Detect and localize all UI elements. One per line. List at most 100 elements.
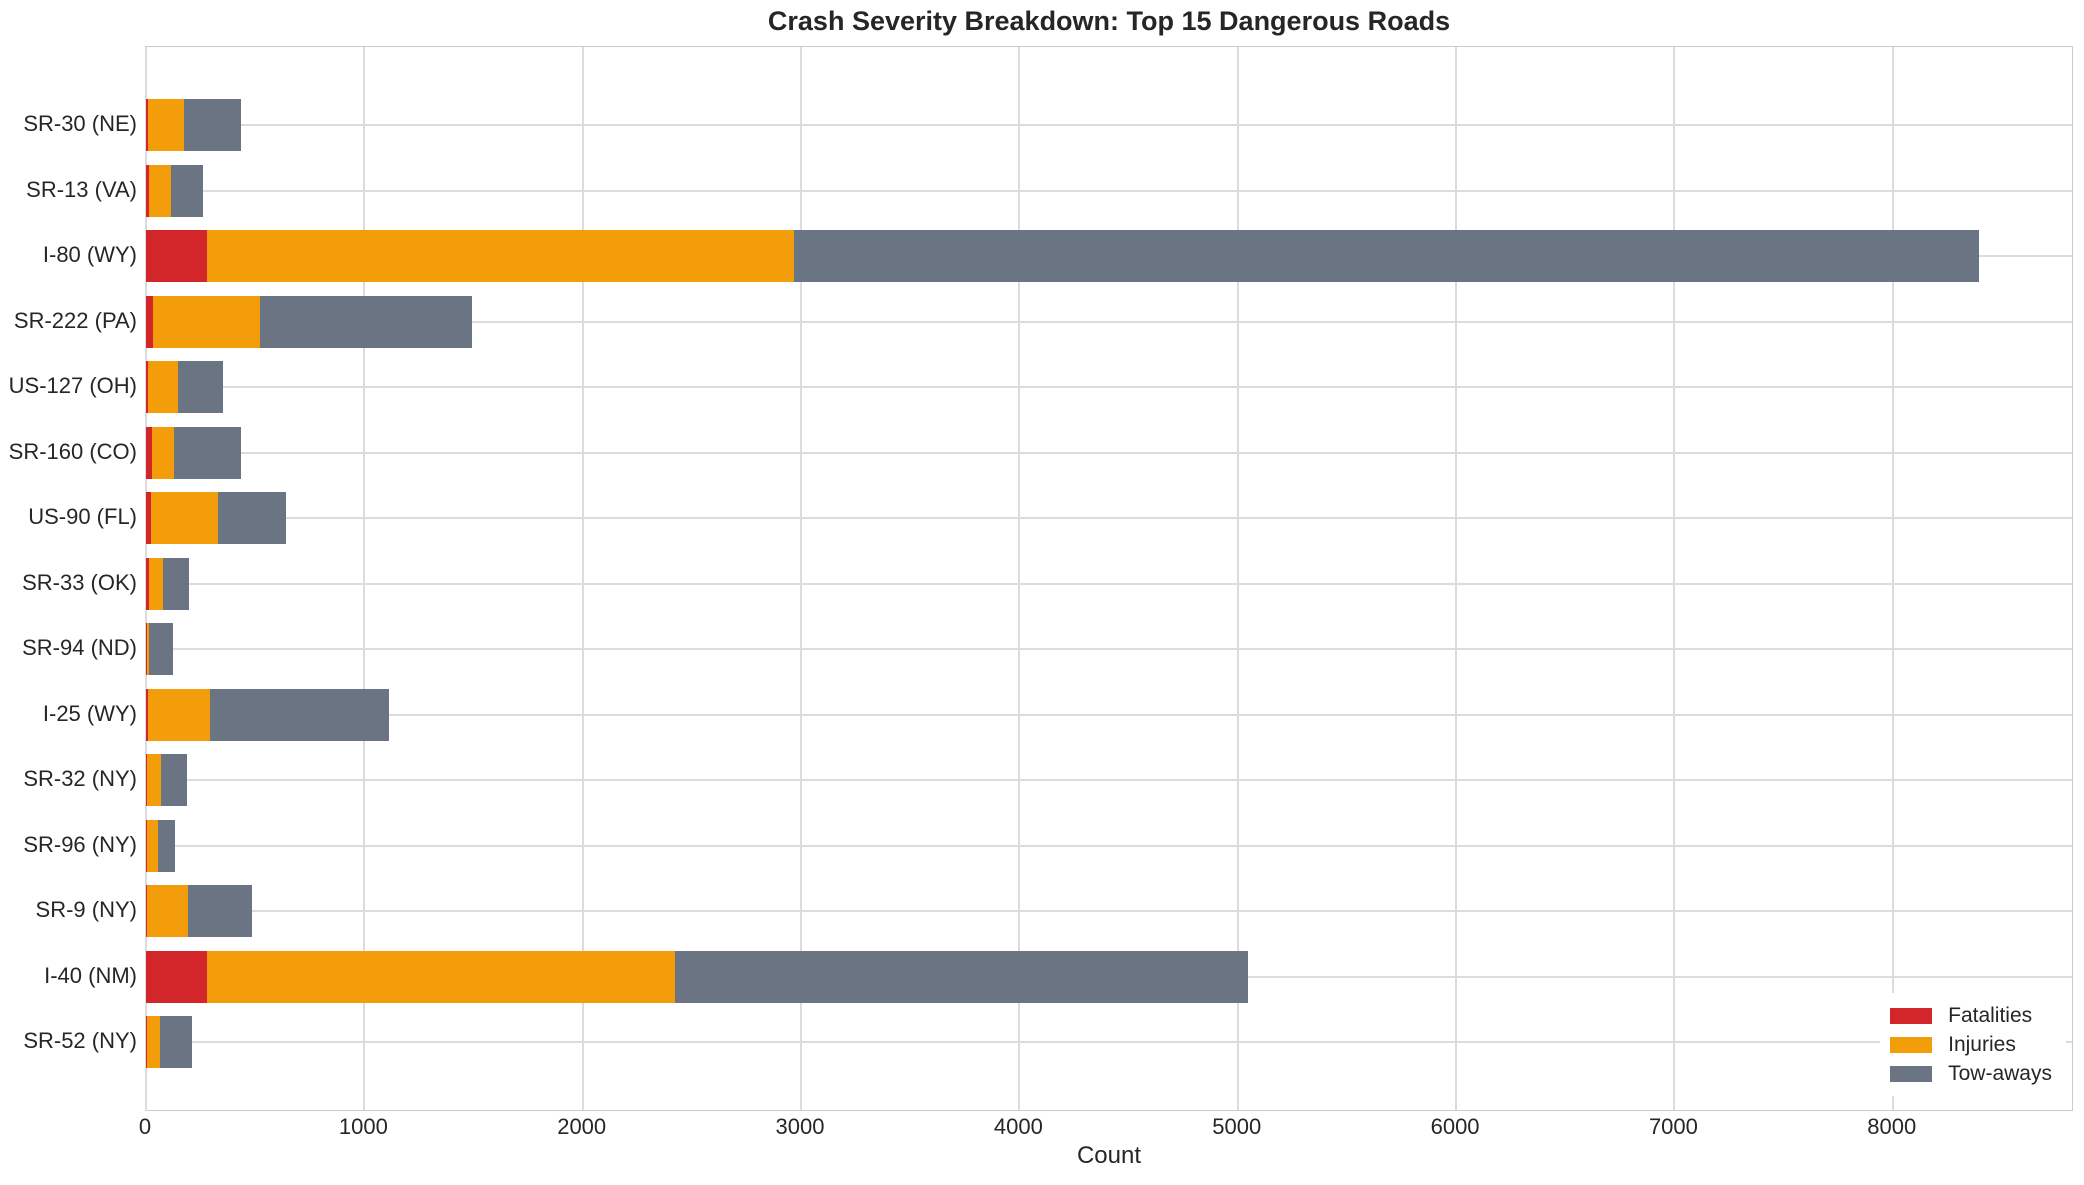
bar-row: [146, 164, 2074, 217]
gridline-horizontal: [146, 648, 2072, 650]
bar-segment-tow-aways: [173, 426, 241, 479]
bar-segment-tow-aways: [171, 164, 203, 217]
bar-segment-injuries: [206, 950, 675, 1003]
bar-segment-fatalities: [146, 164, 150, 217]
bar-row: [146, 885, 2074, 937]
bar-row: [146, 361, 2074, 413]
bar-row: [146, 1016, 2074, 1068]
bar-segment-fatalities: [146, 230, 207, 282]
y-tick-label: SR-52 (NY): [23, 1028, 137, 1053]
bar-segment-tow-aways: [157, 819, 175, 872]
bar-segment-injuries: [148, 688, 210, 741]
x-tick-label: 8000: [1867, 1114, 1917, 1139]
bar-segment-tow-aways: [162, 557, 190, 610]
bar-segment-fatalities: [146, 1016, 148, 1068]
gridline-horizontal: [146, 1041, 2072, 1043]
y-tick-label: I-40 (NM): [44, 962, 137, 988]
chart-title: Crash Severity Breakdown: Top 15 Dangero…: [767, 6, 1451, 36]
gridline-horizontal: [146, 910, 2072, 912]
legend: Fatalities Injuries Tow-aways: [1880, 993, 2066, 1096]
bar-segment-tow-aways: [217, 492, 287, 544]
y-tick-label: SR-9 (NY): [35, 897, 137, 922]
y-tick-label: SR-33 (OK): [22, 569, 137, 595]
gridline-horizontal: [146, 386, 2072, 388]
bar-row: [146, 426, 2074, 479]
gridline-horizontal: [146, 189, 2072, 192]
y-tick-label: I-25 (WY): [42, 700, 137, 726]
y-tick-label: SR-94 (ND): [22, 635, 137, 660]
bar-segment-tow-aways: [149, 623, 174, 675]
bar-segment-injuries: [146, 623, 150, 675]
y-tick-label: SR-13 (VA): [26, 176, 137, 202]
gridline-vertical: [1018, 47, 1021, 1110]
x-axis-title: Count: [1076, 1142, 1142, 1169]
y-tick-label: SR-96 (NY): [23, 831, 137, 857]
y-tick-label: SR-222 (PA): [13, 307, 137, 333]
bar-segment-tow-aways: [260, 295, 473, 348]
y-tick-label: SR-160 (CO): [8, 438, 137, 464]
bar-segment-injuries: [149, 164, 172, 217]
legend-item-tow-aways: Tow-aways: [1890, 1059, 2052, 1088]
x-tick-label: 7000: [1648, 1114, 1698, 1139]
gridline-vertical: [1455, 47, 1458, 1110]
bar-row: [146, 950, 2074, 1003]
gridline-vertical: [581, 47, 584, 1110]
plot-area: [145, 46, 2073, 1111]
gridline-horizontal: [146, 517, 2072, 519]
legend-item-injuries: Injuries: [1890, 1030, 2052, 1059]
x-tick-label: 2000: [557, 1114, 607, 1139]
bar-row: [146, 99, 2074, 151]
x-tick-label: 0: [138, 1114, 152, 1139]
x-tick-label: 3000: [775, 1114, 825, 1139]
legend-item-fatalities: Fatalities: [1890, 1001, 2052, 1030]
bar-row: [146, 230, 2074, 282]
legend-swatch-injuries-icon: [1890, 1036, 1933, 1053]
x-tick-label: 1000: [338, 1114, 388, 1139]
x-tick-label: 6000: [1430, 1114, 1480, 1139]
gridline-horizontal: [146, 124, 2072, 126]
gridline-horizontal: [146, 844, 2072, 847]
legend-swatch-tow-aways-icon: [1890, 1065, 1933, 1082]
gridline-vertical: [363, 47, 366, 1110]
gridline-horizontal: [146, 320, 2072, 323]
bar-row: [146, 623, 2074, 675]
bar-segment-injuries: [146, 1016, 161, 1068]
bar-segment-fatalities: [146, 492, 152, 544]
bar-segment-fatalities: [146, 950, 207, 1003]
legend-swatch-fatalities-icon: [1890, 1007, 1933, 1024]
x-tick-label: 4000: [993, 1114, 1043, 1139]
bar-segment-injuries: [148, 361, 178, 413]
y-tick-label: SR-30 (NE): [23, 111, 137, 136]
gridline-vertical: [1673, 47, 1676, 1110]
gridline-vertical: [1891, 47, 1894, 1110]
gridline-horizontal: [146, 451, 2072, 454]
bar-segment-tow-aways: [177, 361, 223, 413]
bar-segment-fatalities: [146, 99, 148, 151]
bar-segment-fatalities: [146, 426, 152, 479]
bar-row: [146, 688, 2074, 741]
y-tick-label: US-127 (OH): [8, 373, 137, 398]
x-tick-label: 5000: [1212, 1114, 1262, 1139]
y-tick-label: I-80 (WY): [42, 242, 137, 267]
bar-segment-injuries: [206, 230, 795, 282]
gridline-horizontal: [146, 713, 2072, 716]
gridline-horizontal: [146, 779, 2072, 781]
bar-row: [146, 819, 2074, 872]
bar-segment-fatalities: [146, 885, 148, 937]
bar-row: [146, 492, 2074, 544]
bar-segment-injuries: [147, 885, 188, 937]
legend-label-fatalities: Fatalities: [1948, 1003, 2033, 1027]
bar-segment-tow-aways: [209, 688, 389, 741]
bar-segment-injuries: [151, 492, 218, 544]
bar-segment-injuries: [149, 557, 163, 610]
bar-segment-fatalities: [146, 557, 150, 610]
bar-segment-fatalities: [146, 688, 149, 741]
bar-segment-tow-aways: [161, 754, 187, 806]
bar-segment-tow-aways: [674, 950, 1249, 1003]
y-tick-label: SR-32 (NY): [23, 766, 137, 791]
bar-segment-injuries: [151, 426, 174, 479]
bar-row: [146, 754, 2074, 806]
bar-segment-fatalities: [146, 361, 149, 413]
bar-segment-injuries: [146, 754, 162, 806]
